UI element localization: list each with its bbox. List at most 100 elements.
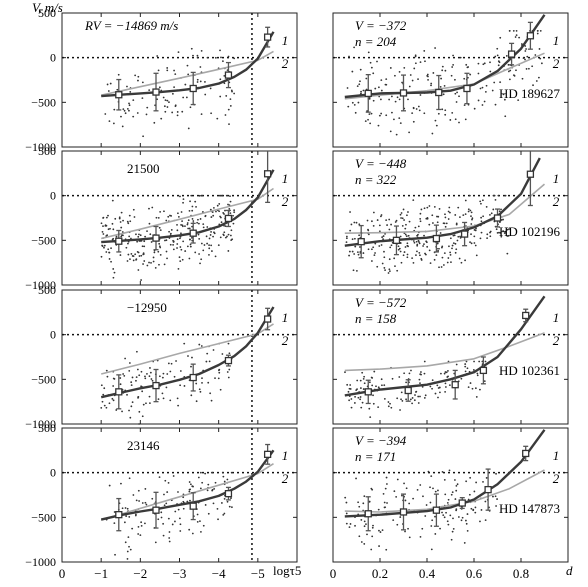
x-tick-label: −1 [94, 566, 108, 581]
scatter-point [506, 235, 509, 237]
scatter-point [188, 528, 191, 531]
annotation-radial-velocity: RV = −14869 m/s [84, 18, 178, 33]
scatter-point [230, 239, 233, 241]
scatter-point [206, 226, 209, 228]
scatter-point [458, 121, 460, 124]
scatter-point [128, 104, 131, 107]
scatter-point [439, 85, 442, 88]
scatter-point [162, 534, 165, 537]
scatter-point [359, 68, 362, 71]
scatter-point [226, 478, 229, 481]
scatter-point [424, 394, 427, 397]
panel-frame [61, 150, 298, 286]
scatter-point [451, 491, 454, 494]
scatter-point [176, 223, 178, 226]
scatter-point [446, 261, 449, 264]
scatter-point [447, 523, 450, 526]
scatter-point [415, 391, 417, 393]
scatter-point [358, 223, 361, 226]
scatter-point [396, 269, 399, 272]
scatter-point [430, 84, 432, 87]
scatter-point [120, 211, 123, 214]
scatter-point [351, 101, 354, 104]
scatter-point [205, 360, 208, 363]
scatter-point [124, 357, 127, 360]
y-tick-label: −500 [31, 510, 56, 524]
scatter-point [200, 242, 203, 245]
scatter-point [195, 400, 198, 403]
scatter-point [167, 517, 170, 520]
scatter-point [208, 253, 210, 256]
scatter-point [467, 210, 470, 213]
scatter-point [371, 248, 373, 251]
scatter-point [436, 221, 439, 224]
binned-mean-marker [263, 450, 272, 459]
scatter-point [489, 235, 492, 238]
scatter-point [140, 254, 143, 257]
scatter-point [120, 226, 123, 229]
scatter-point [401, 81, 403, 84]
scatter-point [472, 369, 475, 371]
scatter-point [228, 207, 231, 210]
scatter-point [196, 78, 199, 81]
scatter-point [191, 225, 193, 228]
y-tick-label: 0 [50, 328, 56, 342]
scatter-point [492, 208, 495, 211]
scatter-point [409, 74, 412, 76]
scatter-point [398, 98, 401, 101]
scatter-point [124, 541, 127, 544]
scatter-point [177, 212, 179, 215]
scatter-point [447, 210, 450, 213]
scatter-point [443, 252, 446, 255]
scatter-point [169, 370, 172, 373]
scatter-point [438, 208, 441, 210]
scatter-point [131, 255, 134, 257]
scatter-point [353, 46, 355, 49]
scatter-point [390, 95, 393, 98]
scatter-point [395, 133, 398, 136]
scatter-point [200, 113, 203, 116]
scatter-point [215, 210, 217, 213]
scatter-point [177, 51, 180, 54]
scatter-point [367, 248, 370, 251]
scatter-point [492, 495, 494, 498]
scatter-point [209, 208, 212, 211]
scatter-point [139, 534, 142, 536]
scatter-point [228, 368, 231, 371]
scatter-point [435, 254, 438, 256]
curve-label-1: 1 [282, 33, 289, 48]
scatter-point [100, 384, 103, 387]
scatter-point [233, 209, 236, 212]
binned-mean-marker [115, 91, 123, 99]
scatter-point [128, 235, 131, 238]
scatter-point [387, 272, 390, 274]
scatter-point [178, 256, 181, 259]
panel-left-0: 500 0 −500 −1000 1 2 RV = −14869 m/s [25, 6, 298, 154]
scatter-point [359, 398, 362, 401]
annotation-mean-velocity: V = −448 [355, 156, 407, 171]
scatter-point [148, 222, 151, 225]
scatter-point [507, 63, 510, 66]
scatter-point [525, 48, 527, 50]
scatter-point [377, 386, 380, 389]
scatter-point [197, 476, 200, 479]
scatter-point [475, 481, 478, 484]
scatter-point [122, 108, 125, 111]
scatter-point [189, 243, 192, 246]
scatter-point [351, 238, 354, 241]
star-name: HD 147873 [499, 501, 560, 516]
scatter-point [450, 493, 453, 496]
scatter-point [508, 29, 511, 32]
binned-mean-marker [224, 71, 233, 79]
scatter-point [444, 216, 447, 219]
scatter-point [348, 254, 350, 257]
scatter-point [360, 541, 363, 543]
scatter-point [228, 352, 231, 355]
scatter-point [535, 80, 538, 82]
scatter-point [123, 109, 126, 112]
scatter-point [356, 388, 358, 391]
scatter-point [464, 259, 466, 262]
scatter-point [434, 515, 436, 518]
scatter-point [456, 483, 459, 486]
binned-mean-marker [224, 356, 233, 365]
